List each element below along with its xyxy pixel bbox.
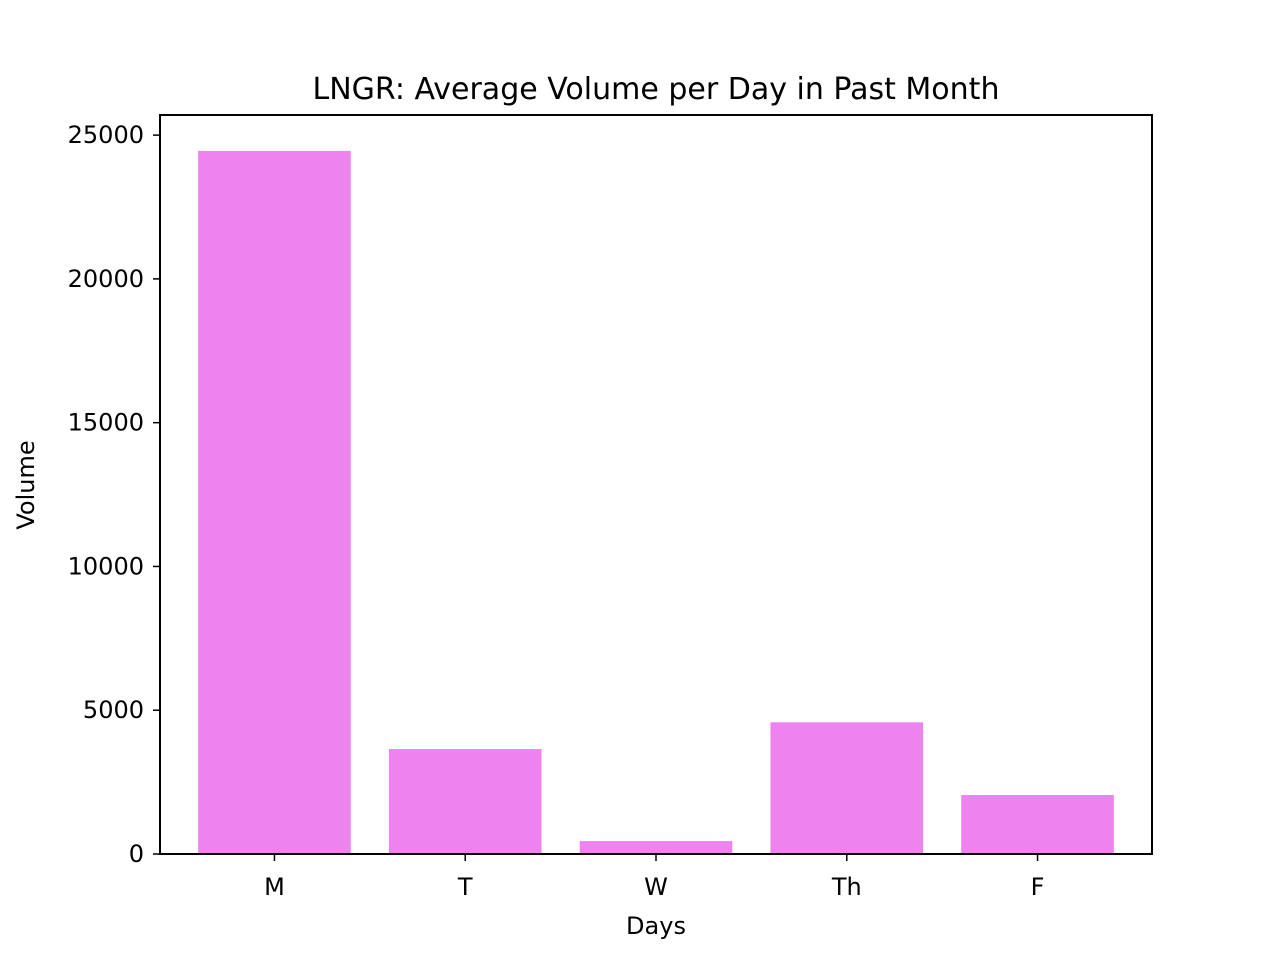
x-axis-ticks: M T W Th F: [264, 854, 1044, 901]
x-tick-label: T: [457, 873, 473, 901]
y-axis-ticks: 0 5000 10000 15000 20000 25000: [68, 121, 160, 868]
bar-th: [770, 722, 924, 854]
y-axis-label: Volume: [12, 440, 40, 529]
chart-title: LNGR: Average Volume per Day in Past Mon…: [313, 72, 1000, 107]
bars-group: [198, 150, 1114, 854]
bar-w: [579, 841, 733, 854]
bar-t: [388, 749, 542, 854]
x-tick-label: M: [264, 873, 285, 901]
y-tick-label: 5000: [83, 696, 144, 724]
x-tick-label: Th: [831, 873, 862, 901]
y-tick-label: 0: [129, 840, 144, 868]
x-tick-label: F: [1031, 873, 1045, 901]
bar-f: [961, 795, 1114, 854]
plot-frame: [159, 114, 1153, 855]
x-tick-label: W: [644, 873, 668, 901]
y-tick-label: 25000: [68, 121, 144, 149]
y-tick-label: 20000: [68, 265, 144, 293]
y-tick-label: 10000: [68, 552, 144, 580]
bar-m: [198, 150, 351, 854]
y-tick-label: 15000: [68, 409, 144, 437]
x-axis-label: Days: [626, 912, 686, 940]
